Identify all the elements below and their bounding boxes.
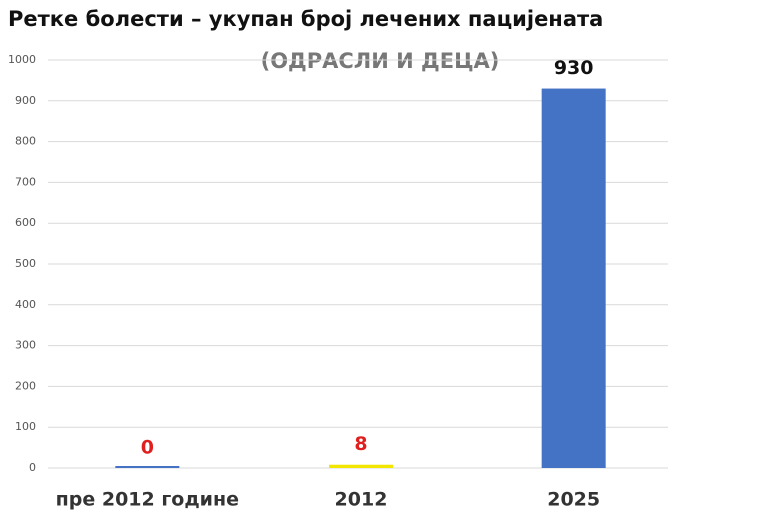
y-tick-label: 800 <box>15 135 36 148</box>
bar <box>115 466 180 468</box>
y-tick-label: 100 <box>15 420 36 433</box>
value-label: 0 <box>141 437 154 459</box>
bar <box>541 88 606 468</box>
x-tick-label: пре 2012 године <box>56 489 239 511</box>
y-tick-label: 300 <box>15 339 36 352</box>
value-label: 8 <box>354 433 367 455</box>
y-tick-label: 700 <box>15 175 36 188</box>
x-tick-label: 2025 <box>547 489 600 511</box>
y-tick-label: 600 <box>15 216 36 229</box>
value-label: 930 <box>554 57 594 79</box>
chart-subtitle: (ОДРАСЛИ И ДЕЦА) <box>261 49 500 73</box>
y-tick-label: 500 <box>15 257 36 270</box>
y-tick-label: 0 <box>29 461 36 474</box>
y-tick-label: 1000 <box>8 53 36 66</box>
y-tick-label: 900 <box>15 94 36 107</box>
chart-title: Ретке болести – укупан број лечених паци… <box>8 7 603 31</box>
x-tick-label: 2012 <box>335 489 388 511</box>
bar <box>329 464 393 468</box>
y-tick-label: 200 <box>15 379 36 392</box>
y-tick-label: 400 <box>15 298 36 311</box>
